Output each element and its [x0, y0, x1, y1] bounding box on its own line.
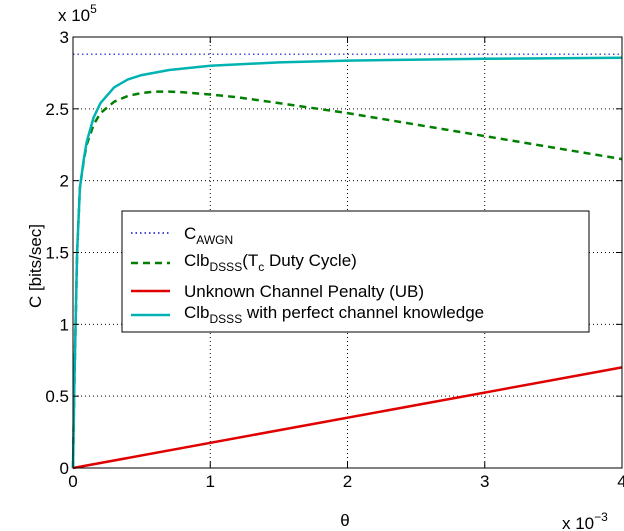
y-tick-label: 0.5 — [45, 387, 69, 406]
y-tick-label: 0 — [60, 459, 69, 478]
y-tick-label: 3 — [60, 28, 69, 47]
plot-lines — [71, 53, 623, 470]
y-tick-label: 1 — [60, 315, 69, 334]
tick-labels: 0 1 2 3 4 0 0.5 1 1.5 2 2.5 3 — [45, 28, 624, 491]
x-multiplier-base: x 10 — [562, 514, 594, 531]
y-multiplier: x 105 — [58, 2, 97, 25]
series-line-penalty — [72, 366, 623, 470]
y-tick-label: 2 — [60, 172, 69, 191]
legend-label-perfect: ClbDSSS with perfect channel knowledge — [184, 303, 484, 326]
x-tick-label: 1 — [206, 472, 215, 491]
x-tick-label: 3 — [480, 472, 489, 491]
legend-label-penalty: Unknown Channel Penalty (UB) — [184, 282, 424, 301]
x-tick-label: 0 — [68, 472, 77, 491]
ticks — [72, 36, 623, 469]
y-multiplier-base: x 10 — [58, 6, 90, 25]
x-multiplier-exp: −3 — [594, 510, 608, 524]
x-tick-label: 4 — [617, 472, 624, 491]
y-tick-label: 1.5 — [45, 244, 69, 263]
legend-label-awgn: CAWGN — [184, 224, 233, 247]
y-axis-label: C [bits/sec] — [26, 224, 45, 308]
y-multiplier-exp: 5 — [90, 2, 97, 16]
legend-box — [121, 210, 590, 333]
x-tick-label: 2 — [343, 472, 352, 491]
x-multiplier: x 10−3 — [562, 510, 608, 531]
x-axis-label: θ — [340, 511, 349, 530]
series-line-perfect — [71, 56, 623, 469]
legend-label-duty-cycle: ClbDSSS(Tc Duty Cycle) — [184, 251, 357, 274]
legend: CAWGN ClbDSSS(Tc Duty Cycle) Unknown Cha… — [121, 210, 590, 333]
y-tick-label: 2.5 — [45, 100, 69, 119]
